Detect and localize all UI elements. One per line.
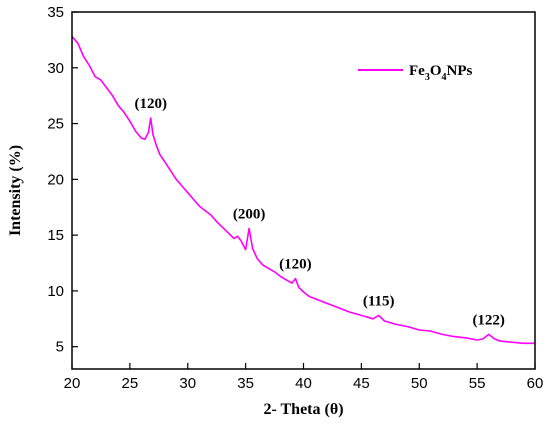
y-tick-label: 30 (47, 60, 64, 77)
x-tick-label: 40 (295, 375, 312, 392)
y-tick-label: 20 (47, 171, 64, 188)
legend-label: Fe3O4NPs (409, 63, 472, 83)
legend-sub-4: 4 (442, 72, 447, 83)
series-layer (71, 35, 535, 345)
y-tick-label: 15 (47, 227, 64, 244)
y-tick-label: 5 (56, 339, 64, 356)
x-tick-label: 25 (122, 375, 139, 392)
legend-part-fe: Fe (409, 63, 425, 79)
x-tick-label: 45 (353, 375, 370, 392)
legend-part-nps: NPs (447, 63, 473, 79)
y-axis-ticks: 5 10 15 20 25 30 35 (47, 4, 78, 356)
x-tick-label: 30 (179, 375, 196, 392)
legend-part-o: O (430, 63, 442, 79)
peak-label: (120) (279, 257, 312, 273)
x-tick-label: 20 (64, 375, 81, 392)
peak-annotations: (120) (200) (120) (115) (122) (134, 96, 504, 328)
peak-label: (200) (233, 206, 266, 222)
x-tick-label: 35 (237, 375, 254, 392)
x-tick-label: 50 (411, 375, 428, 392)
x-axis-ticks: 20 25 30 35 40 45 50 55 60 (64, 363, 544, 392)
peak-label: (120) (134, 96, 167, 112)
x-tick-label: 60 (527, 375, 544, 392)
peak-label: (122) (472, 312, 505, 328)
legend: Fe3O4NPs (358, 63, 472, 83)
x-axis-label: 2- Theta (θ) (263, 401, 343, 418)
peak-label: (115) (363, 293, 395, 309)
y-tick-label: 35 (47, 4, 64, 21)
series-line-0 (71, 35, 535, 345)
y-axis-label: Intensity (%) (7, 145, 24, 236)
legend-sub-3: 3 (425, 72, 430, 83)
y-tick-label: 10 (47, 283, 64, 300)
y-tick-label: 25 (47, 116, 64, 133)
x-tick-label: 55 (469, 375, 486, 392)
plot-frame (71, 11, 536, 370)
